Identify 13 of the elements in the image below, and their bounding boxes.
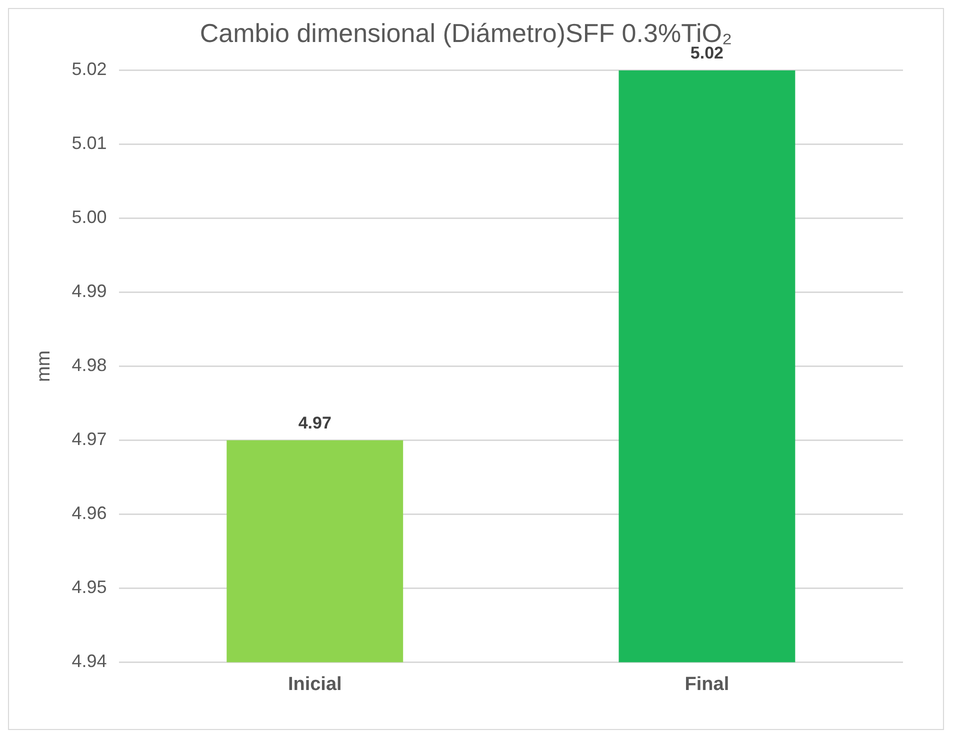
- y-tick-label: 4.94: [72, 651, 107, 672]
- y-tick-label: 4.95: [72, 577, 107, 598]
- y-tick-label: 4.97: [72, 429, 107, 450]
- y-tick-label: 4.98: [72, 355, 107, 376]
- y-tick-label: 5.02: [72, 59, 107, 80]
- data-label: 4.97: [298, 413, 332, 432]
- x-tick-label: Final: [684, 674, 730, 695]
- y-tick-label: 5.00: [72, 207, 107, 228]
- x-tick-label: Inicial: [288, 674, 342, 695]
- y-tick-label: 4.99: [72, 281, 107, 302]
- y-tick-label: 5.01: [72, 133, 107, 154]
- y-tick-label: 4.96: [72, 503, 107, 524]
- y-axis-title: mm: [34, 350, 55, 382]
